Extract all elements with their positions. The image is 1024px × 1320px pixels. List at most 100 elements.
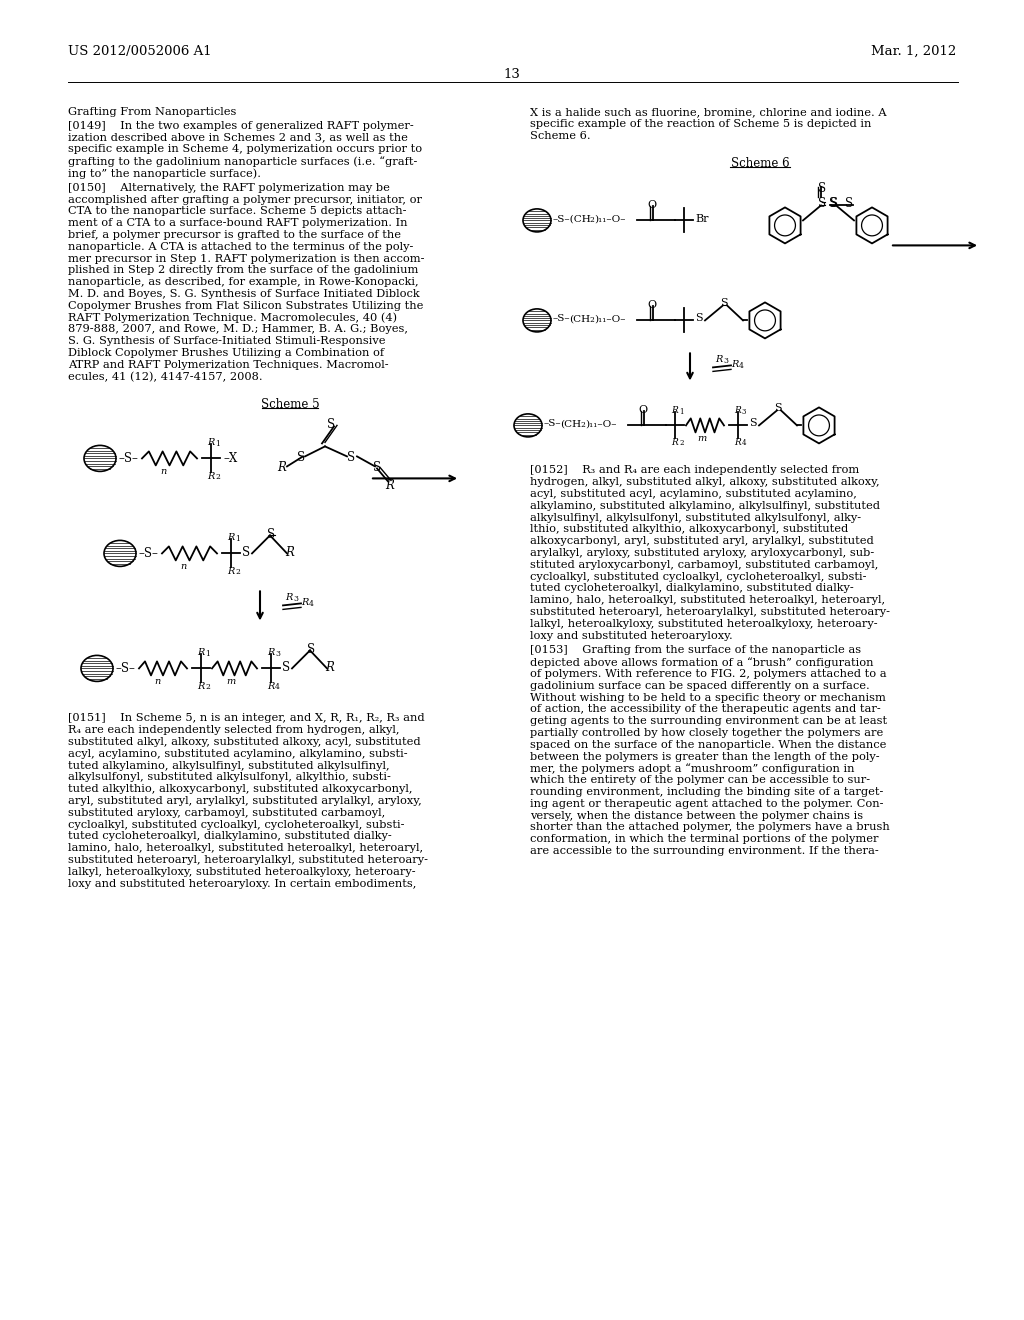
Text: Scheme 6: Scheme 6 [731,157,790,170]
Text: Grafting From Nanoparticles: Grafting From Nanoparticles [68,107,237,117]
Text: R: R [325,661,334,675]
Text: S: S [845,198,853,210]
Text: X is a halide such as fluorine, bromine, chlorine and iodine. A: X is a halide such as fluorine, bromine,… [530,107,887,117]
Text: R: R [285,594,293,602]
Text: 2: 2 [679,440,683,447]
Text: which the entirety of the polymer can be accessible to sur-: which the entirety of the polymer can be… [530,775,870,785]
Text: R: R [267,682,274,692]
Text: R: R [267,648,274,657]
Text: mer, the polymers adopt a “mushroom” configuration in: mer, the polymers adopt a “mushroom” con… [530,763,854,775]
Text: spaced on the surface of the nanoparticle. When the distance: spaced on the surface of the nanoparticl… [530,739,887,750]
Text: S: S [267,528,275,541]
Text: plished in Step 2 directly from the surface of the gadolinium: plished in Step 2 directly from the surf… [68,265,419,276]
Text: S: S [774,404,781,413]
Text: tuted cycloheteroalkyl, dialkylamino, substituted dialky-: tuted cycloheteroalkyl, dialkylamino, su… [68,832,392,841]
Text: loxy and substituted heteroaryloxy. In certain embodiments,: loxy and substituted heteroaryloxy. In c… [68,879,417,888]
Text: specific example in Scheme 4, polymerization occurs prior to: specific example in Scheme 4, polymeriza… [68,144,422,154]
Text: substituted alkyl, alkoxy, substituted alkoxy, acyl, substituted: substituted alkyl, alkoxy, substituted a… [68,737,421,747]
Text: R₄ are each independently selected from hydrogen, alkyl,: R₄ are each independently selected from … [68,725,399,735]
Ellipse shape [523,209,551,232]
Text: arylalkyl, aryloxy, substituted aryloxy, aryloxycarbonyl, sub-: arylalkyl, aryloxy, substituted aryloxy,… [530,548,874,558]
Text: R: R [715,355,722,364]
Text: (CH: (CH [569,314,590,323]
Text: ment of a CTA to a surface-bound RAFT polymerization. In: ment of a CTA to a surface-bound RAFT po… [68,218,408,228]
Text: R: R [207,473,214,482]
Text: mer precursor in Step 1. RAFT polymerization is then accom-: mer precursor in Step 1. RAFT polymeriza… [68,253,425,264]
Text: substituted heteroaryl, heteroarylalkyl, substituted heteroary-: substituted heteroaryl, heteroarylalkyl,… [68,855,428,865]
Text: hydrogen, alkyl, substituted alkyl, alkoxy, substituted alkoxy,: hydrogen, alkyl, substituted alkyl, alko… [530,478,880,487]
Text: nanoparticle, as described, for example, in Rowe-Konopacki,: nanoparticle, as described, for example,… [68,277,419,288]
Text: S: S [282,661,290,675]
Text: R: R [278,462,286,474]
Text: S: S [830,198,838,210]
Text: R: R [227,533,234,543]
Text: M. D. and Boyes, S. G. Synthesis of Surface Initiated Diblock: M. D. and Boyes, S. G. Synthesis of Surf… [68,289,420,300]
Text: Diblock Copolymer Brushes Utilizing a Combination of: Diblock Copolymer Brushes Utilizing a Co… [68,348,384,358]
Text: are accessible to the surrounding environment. If the thera-: are accessible to the surrounding enviro… [530,846,879,855]
Text: shorter than the attached polymer, the polymers have a brush: shorter than the attached polymer, the p… [530,822,890,833]
Text: 2: 2 [234,569,240,577]
Text: )₁₁–O–: )₁₁–O– [594,214,626,223]
Text: R: R [671,407,678,416]
Text: –S–(CH: –S–(CH [553,214,592,223]
Ellipse shape [104,540,136,566]
Text: acyl, acylamino, substituted acylamino, alkylamino, substi-: acyl, acylamino, substituted acylamino, … [68,748,408,759]
Text: S: S [242,546,250,560]
Text: ATRP and RAFT Polymerization Techniques. Macromol-: ATRP and RAFT Polymerization Techniques.… [68,360,389,370]
Text: R: R [385,479,394,492]
Text: versely, when the distance between the polymer chains is: versely, when the distance between the p… [530,810,863,821]
Text: R: R [731,360,738,370]
Text: R: R [197,682,205,692]
Text: 879-888, 2007, and Rowe, M. D.; Hammer, B. A. G.; Boyes,: 879-888, 2007, and Rowe, M. D.; Hammer, … [68,325,408,334]
Ellipse shape [514,414,542,437]
Text: (CH: (CH [560,420,582,429]
Text: tuted alkylthio, alkoxycarbonyl, substituted alkoxycarbonyl,: tuted alkylthio, alkoxycarbonyl, substit… [68,784,413,795]
Text: 2: 2 [215,474,220,482]
Ellipse shape [81,656,113,681]
Text: RAFT Polymerization Technique. Macromolecules, 40 (4): RAFT Polymerization Technique. Macromole… [68,313,397,323]
Text: lamino, halo, heteroalkyl, substituted heteroalkyl, heteroaryl,: lamino, halo, heteroalkyl, substituted h… [530,595,885,605]
Text: O: O [647,301,656,310]
Text: Without wishing to be held to a specific theory or mechanism: Without wishing to be held to a specific… [530,693,886,702]
Text: –S–: –S– [553,314,570,323]
Text: –S–: –S– [138,548,158,561]
Text: lalkyl, heteroalkyloxy, substituted heteroalkyloxy, heteroary-: lalkyl, heteroalkyloxy, substituted hete… [530,619,878,628]
Text: R: R [227,568,234,577]
Text: 1: 1 [234,536,240,544]
Text: 4: 4 [742,440,746,447]
Text: rounding environment, including the binding site of a target-: rounding environment, including the bind… [530,787,884,797]
Text: alkylamino, substituted alkylamino, alkylsulfinyl, substituted: alkylamino, substituted alkylamino, alky… [530,500,880,511]
Text: tuted cycloheteroalkyl, dialkylamino, substituted dialky-: tuted cycloheteroalkyl, dialkylamino, su… [530,583,854,594]
Text: 1: 1 [205,651,210,659]
Text: S: S [307,643,315,656]
Text: 3: 3 [742,408,746,416]
Text: S: S [373,462,381,474]
Text: lamino, halo, heteroalkyl, substituted heteroalkyl, heteroaryl,: lamino, halo, heteroalkyl, substituted h… [68,843,423,853]
Text: S: S [749,418,757,429]
Text: R: R [734,407,740,416]
Text: US 2012/0052006 A1: US 2012/0052006 A1 [68,45,212,58]
Text: partially controlled by how closely together the polymers are: partially controlled by how closely toge… [530,729,884,738]
Text: of action, the accessibility of the therapeutic agents and tar-: of action, the accessibility of the ther… [530,705,881,714]
Text: cycloalkyl, substituted cycloalkyl, cycloheteroalkyl, substi-: cycloalkyl, substituted cycloalkyl, cycl… [68,820,404,829]
Text: S: S [695,313,702,323]
Text: 4: 4 [309,601,314,609]
Text: accomplished after grafting a polymer precursor, initiator, or: accomplished after grafting a polymer pr… [68,194,422,205]
Text: R: R [207,438,214,447]
Text: acyl, substituted acyl, acylamino, substituted acylamino,: acyl, substituted acyl, acylamino, subst… [530,488,857,499]
Text: O: O [647,201,656,210]
Text: –S–: –S– [118,453,138,466]
Text: cycloalkyl, substituted cycloalkyl, cycloheteroalkyl, substi-: cycloalkyl, substituted cycloalkyl, cycl… [530,572,866,582]
Text: )₁₁–O–: )₁₁–O– [585,420,616,429]
Text: –S–: –S– [544,420,561,429]
Text: lthio, substituted alkylthio, alkoxycarbonyl, substituted: lthio, substituted alkylthio, alkoxycarb… [530,524,848,535]
Text: 4: 4 [275,684,280,692]
Text: [0151]    In Scheme 5, n is an integer, and X, R, R₁, R₂, R₃ and: [0151] In Scheme 5, n is an integer, and… [68,713,425,723]
Text: 1: 1 [679,408,683,416]
Text: loxy and substituted heteroaryloxy.: loxy and substituted heteroaryloxy. [530,631,733,640]
Text: n: n [180,562,186,572]
Text: Scheme 5: Scheme 5 [261,399,319,412]
Text: 2: 2 [580,421,585,429]
Text: R: R [285,546,294,560]
Text: gadolinium surface can be spaced differently on a surface.: gadolinium surface can be spaced differe… [530,681,869,690]
